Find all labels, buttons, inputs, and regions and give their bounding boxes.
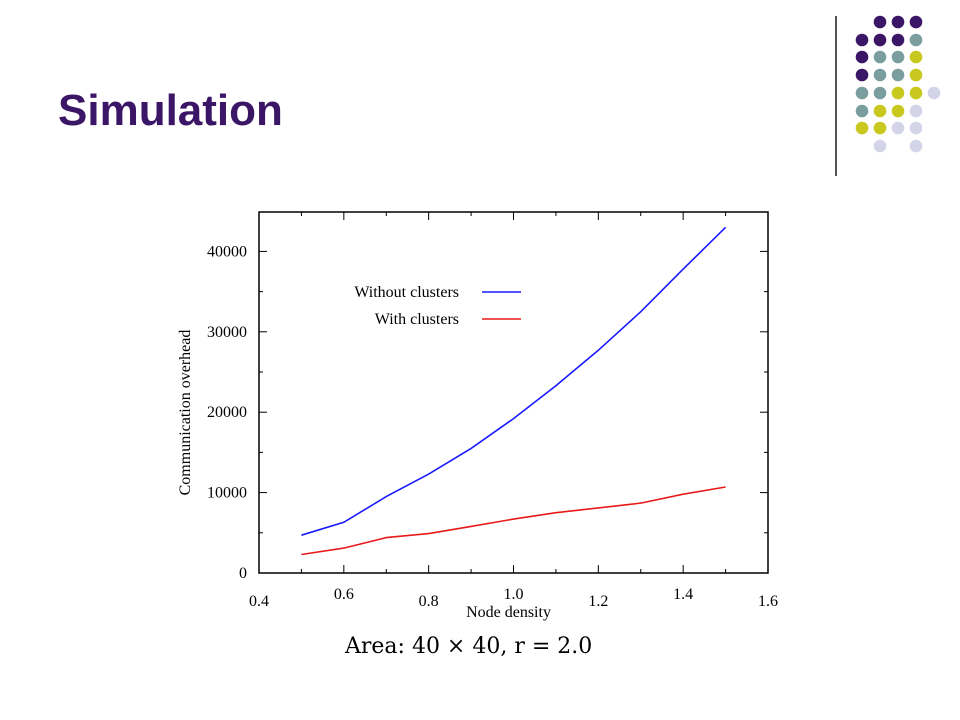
decorative-dot [909,121,923,135]
decorative-dot [927,86,941,100]
decorative-dot [855,50,869,64]
decorative-dot [855,86,869,100]
title-divider [835,16,837,176]
decorative-dot [909,15,923,29]
decorative-dot [873,86,887,100]
decorative-dot [873,104,887,118]
decorative-dot [873,33,887,47]
y-tick-label: 0 [239,565,247,582]
legend-label: With clusters [375,311,459,328]
decorative-dot [909,33,923,47]
slide-title: Simulation [58,86,283,135]
decorative-dot [891,15,905,29]
decorative-dot [891,50,905,64]
decorative-dot [909,50,923,64]
decorative-dot [909,139,923,153]
decorative-dot [891,104,905,118]
decorative-dot [873,68,887,82]
series-line-without-clusters [301,226,727,536]
x-tick-label: 0.8 [419,593,439,610]
decorative-dot [909,86,923,100]
decorative-dot [891,121,905,135]
decorative-dot [909,68,923,82]
y-axis-label: Communication overhead [177,330,194,496]
y-tick-label: 40000 [207,243,247,260]
series-lines [301,226,727,556]
decorative-dot [855,33,869,47]
x-tick-label: 0.6 [334,586,354,603]
decorative-dot [891,68,905,82]
decorative-dot [855,121,869,135]
decorative-dot [855,68,869,82]
decorative-dot [873,15,887,29]
legend: Without clusters With clusters [354,284,521,328]
y-tick-label: 10000 [207,485,247,502]
decorative-dot [891,86,905,100]
x-tick-label: 0.4 [249,593,269,610]
axis-ticks: 0.4 0.6 0.8 1.0 1.2 1.4 1.6 0 10000 20000 30000 400… [207,212,778,610]
y-tick-label: 30000 [207,324,247,341]
x-tick-label: 1.4 [673,586,693,603]
x-tick-label: 1.2 [588,593,608,610]
decorative-dot-grid [855,15,941,153]
x-axis-label: Node density [466,604,551,621]
y-tick-label: 20000 [207,404,247,421]
legend-label: Without clusters [354,284,459,301]
decorative-dot [873,50,887,64]
chart-caption: Area: 40 × 40, r = 2.0 [345,634,593,659]
series-line-with-clusters [301,486,726,556]
x-tick-label: 1.6 [758,593,778,610]
decorative-dot [855,104,869,118]
decorative-dot [909,104,923,118]
decorative-dot [873,121,887,135]
decorative-dot [873,139,887,153]
decorative-dot [891,33,905,47]
x-tick-label: 1.0 [504,586,524,603]
